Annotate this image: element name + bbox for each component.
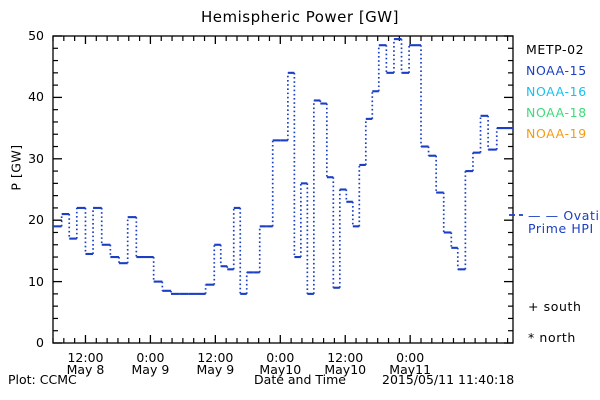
legend-item-noaa-16[interactable]: NOAA-16 [526,84,587,99]
y-tick-label: 20 [28,212,44,228]
x-axis-label: Date and Time [254,372,346,387]
y-tick-label: 0 [36,335,44,350]
x-tick-date: May10 [259,362,302,377]
marker-legend-south: + south [528,299,582,314]
x-tick-date: May 9 [131,362,170,377]
data-series-noaa15 [53,38,513,295]
page-title: Hemispheric Power [GW] [201,8,399,26]
plot-frame [52,35,514,344]
x-tick-time: 0:00 [396,350,425,365]
marker-legend-north: * north [528,330,576,345]
x-tick-date: May11 [389,362,432,377]
x-tick-time: 12:00 [67,350,104,365]
x-tick-time: 0:00 [136,350,165,365]
x-tick-time: 12:00 [327,350,364,365]
x-tick-date: May 8 [66,362,105,377]
x-tick-time: 0:00 [266,350,295,365]
plot-credit: Plot: CCMC [8,372,77,387]
ovation-legend-line1: — — Ovation [528,208,600,223]
y-tick-label: 10 [28,273,44,289]
plot-timestamp: 2015/05/11 11:40:18 [382,372,515,387]
x-tick-date: May10 [324,362,367,377]
x-tick-date: May 9 [196,362,235,377]
legend-item-metp-02[interactable]: METP-02 [526,42,585,57]
y-tick-label: 30 [28,150,44,166]
x-tick-time: 12:00 [197,350,234,365]
legend-item-noaa-15[interactable]: NOAA-15 [526,63,587,78]
legend-item-noaa-18[interactable]: NOAA-18 [526,105,587,120]
ovation-legend-line2: Prime HPI [528,221,594,236]
y-tick-label: 40 [28,89,44,105]
y-tick-label: 50 [28,28,44,43]
legend-item-noaa-19[interactable]: NOAA-19 [526,126,587,141]
